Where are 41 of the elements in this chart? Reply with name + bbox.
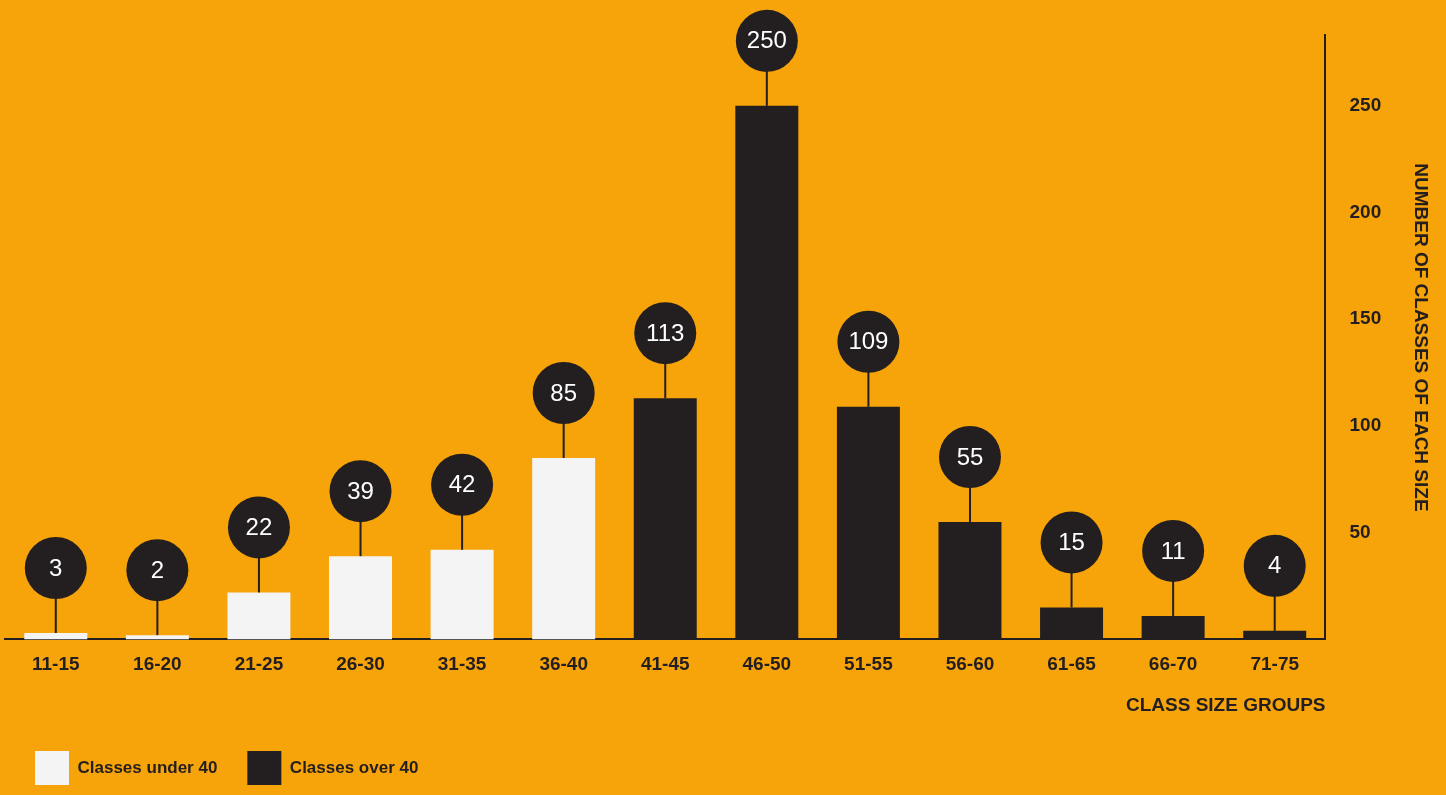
bar <box>430 549 494 640</box>
data-label: 113 <box>646 318 685 346</box>
y-axis-title: NUMBER OF CLASSES OF EACH SIZE <box>1411 163 1433 512</box>
x-tick-label: 41-45 <box>640 653 690 675</box>
x-tick-label: 21-25 <box>234 653 284 675</box>
bar <box>24 633 88 640</box>
bar <box>532 457 596 640</box>
data-label: 2 <box>150 555 165 583</box>
data-label: 15 <box>1058 528 1085 556</box>
legend-label: Classes over 40 <box>289 757 419 777</box>
x-tick-label: 11-15 <box>32 653 80 675</box>
x-axis-title: CLASS SIZE GROUPS <box>1125 693 1326 715</box>
y-tick-label: 150 <box>1349 307 1382 329</box>
data-label: 22 <box>245 513 273 541</box>
x-tick-label: 71-75 <box>1250 653 1300 675</box>
x-tick-label: 26-30 <box>336 653 385 675</box>
data-label: 4 <box>1268 551 1282 579</box>
data-label: 85 <box>550 378 578 406</box>
data-label: 3 <box>49 553 63 581</box>
y-tick-label: 100 <box>1349 414 1382 436</box>
data-label: 11 <box>1160 536 1186 564</box>
bar <box>125 635 189 640</box>
x-tick-label: 31-35 <box>437 653 487 675</box>
data-label: 55 <box>956 442 984 470</box>
x-tick-label: 51-55 <box>844 653 894 675</box>
x-tick-label: 56-60 <box>945 653 995 675</box>
data-label: 109 <box>848 327 889 355</box>
y-tick-label: 250 <box>1349 94 1382 116</box>
y-tick-label: 50 <box>1349 520 1371 542</box>
x-tick-label: 66-70 <box>1148 653 1198 675</box>
bar <box>227 592 291 640</box>
data-label: 250 <box>746 26 787 54</box>
data-label: 39 <box>347 476 374 504</box>
data-label: 42 <box>448 470 476 498</box>
x-tick-label: 46-50 <box>742 653 792 675</box>
x-tick-label: 61-65 <box>1047 653 1097 675</box>
legend-label: Classes under 40 <box>77 757 218 777</box>
bar <box>329 556 393 640</box>
y-tick-label: 200 <box>1349 200 1382 222</box>
x-tick-label: 16-20 <box>133 653 182 675</box>
x-tick-label: 36-40 <box>539 653 588 675</box>
